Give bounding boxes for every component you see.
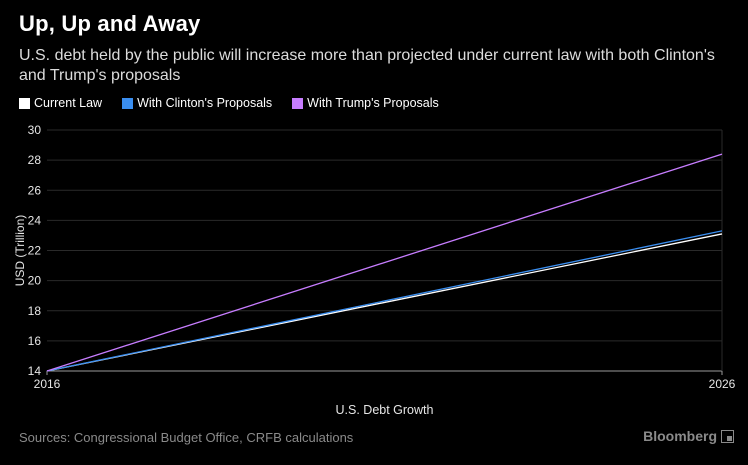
legend-label-trump: With Trump's Proposals [307, 96, 439, 110]
y-axis-label: USD (Trillion) [13, 215, 27, 287]
legend-label-clinton: With Clinton's Proposals [137, 96, 273, 110]
chart-title: Up, Up and Away [19, 11, 201, 36]
chart-subtitle: U.S. debt held by the public will increa… [19, 47, 715, 84]
legend-item-current-law: Current Law [19, 96, 102, 110]
bloomberg-mark-icon [721, 429, 734, 443]
series-line-trump [46, 153, 723, 372]
legend-swatch-clinton [122, 97, 134, 109]
source-note: Sources: Congressional Budget Office, CR… [19, 430, 354, 445]
bloomberg-logo: Bloomberg [643, 428, 734, 444]
legend-swatch-trump [292, 97, 304, 109]
y-tick-label-18: 18 [28, 304, 42, 318]
y-tick-label-22: 22 [28, 244, 42, 258]
y-tick-label-16: 16 [28, 334, 42, 348]
legend-item-clinton: With Clinton's Proposals [122, 96, 272, 110]
legend-label-current-law: Current Law [34, 96, 103, 110]
brand-name: Bloomberg [643, 428, 717, 444]
legend: Current Law With Clinton's Proposals Wit… [19, 96, 459, 110]
y-tick-label-30: 30 [28, 123, 42, 137]
x-tick-label-2016: 2016 [34, 377, 61, 391]
legend-swatch-current-law [19, 97, 30, 109]
y-tick-label-20: 20 [28, 274, 42, 288]
x-axis-label: U.S. Debt Growth [336, 403, 434, 417]
legend-item-trump: With Trump's Proposals [292, 96, 439, 110]
x-tick-label-2026: 2026 [709, 377, 736, 391]
y-tick-label-14: 14 [28, 364, 42, 378]
y-tick-label-28: 28 [28, 153, 42, 167]
y-tick-label-24: 24 [28, 213, 42, 227]
y-tick-label-26: 26 [28, 183, 42, 197]
series-line-clinton [46, 230, 723, 372]
